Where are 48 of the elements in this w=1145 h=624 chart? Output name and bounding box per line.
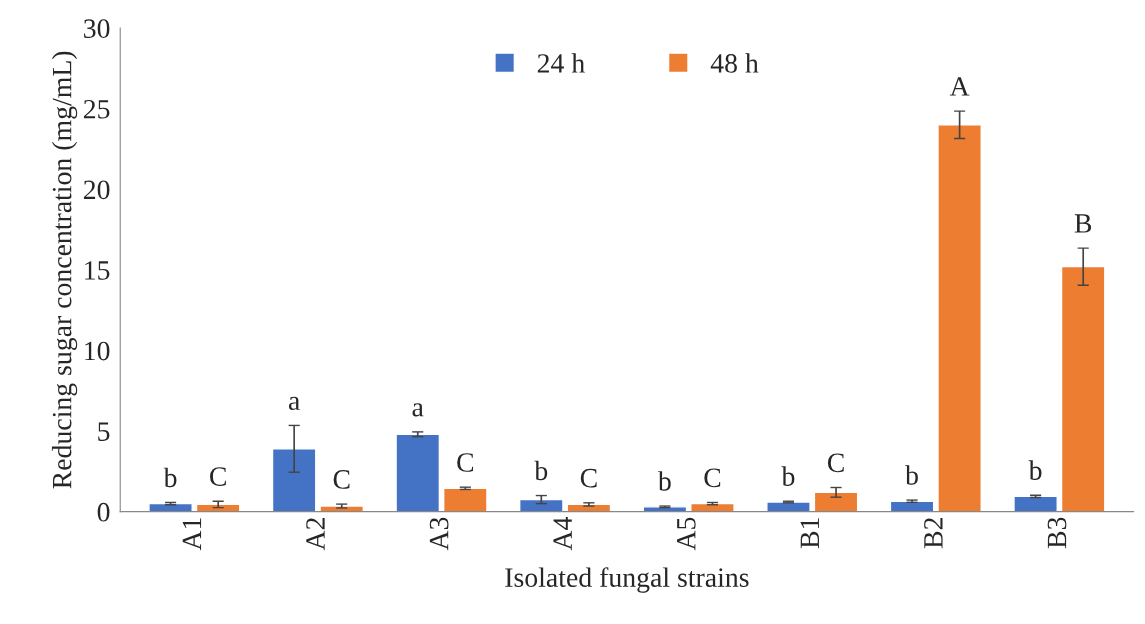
data-label: C: [704, 468, 721, 488]
y-tick-label: 15: [85, 261, 110, 280]
x-tick-label: B3: [1047, 517, 1067, 549]
y-tick-label: 10: [85, 341, 110, 361]
data-label: C: [580, 468, 597, 488]
x-tick-label: A3: [429, 517, 449, 551]
bar: [1013, 495, 1058, 512]
bar: [937, 124, 982, 512]
bar: [1060, 265, 1106, 512]
data-label: C: [457, 453, 474, 472]
data-label: b: [781, 466, 795, 486]
x-axis-title: Isolated fungal strains: [505, 567, 749, 593]
x-tick-label: A5: [677, 517, 696, 551]
bar: [518, 498, 564, 512]
data-label: b: [1028, 460, 1042, 480]
data-label: b: [905, 465, 918, 485]
y-tick-label: 0: [97, 502, 110, 522]
bar: [889, 500, 935, 512]
bar: [148, 502, 193, 512]
bar: [813, 491, 859, 512]
y-tick-label: 30: [84, 19, 110, 38]
data-label: a: [412, 403, 424, 417]
data-label: C: [210, 467, 226, 486]
data-label: C: [333, 470, 350, 489]
legend-label: 24 h: [537, 53, 585, 73]
y-tick-label: 5: [98, 422, 110, 441]
bar: [319, 505, 365, 512]
data-label: B: [1074, 214, 1092, 233]
data-label: b: [657, 471, 671, 491]
data-label: a: [288, 396, 300, 411]
data-label: b: [163, 467, 177, 488]
bar: [442, 487, 488, 512]
x-tick-label: B2: [924, 518, 943, 549]
bar: [690, 502, 735, 512]
data-label: b: [534, 460, 548, 481]
y-tick-label: 25: [83, 99, 110, 119]
bar: [271, 448, 317, 512]
x-tick-label: A2: [306, 518, 325, 551]
bar: [395, 433, 441, 512]
x-tick-label: A1: [182, 518, 202, 551]
x-tick-label: B1: [800, 518, 820, 549]
x-tick-label: A4: [553, 516, 572, 551]
y-axis-title: Reducing sugar concentration (mg/mL): [51, 51, 78, 489]
data-label: A: [949, 77, 970, 96]
y-tick-label: 20: [83, 180, 110, 200]
bar: [766, 501, 811, 512]
data-label: C: [827, 453, 844, 473]
legend-label: 48 h: [710, 53, 759, 73]
